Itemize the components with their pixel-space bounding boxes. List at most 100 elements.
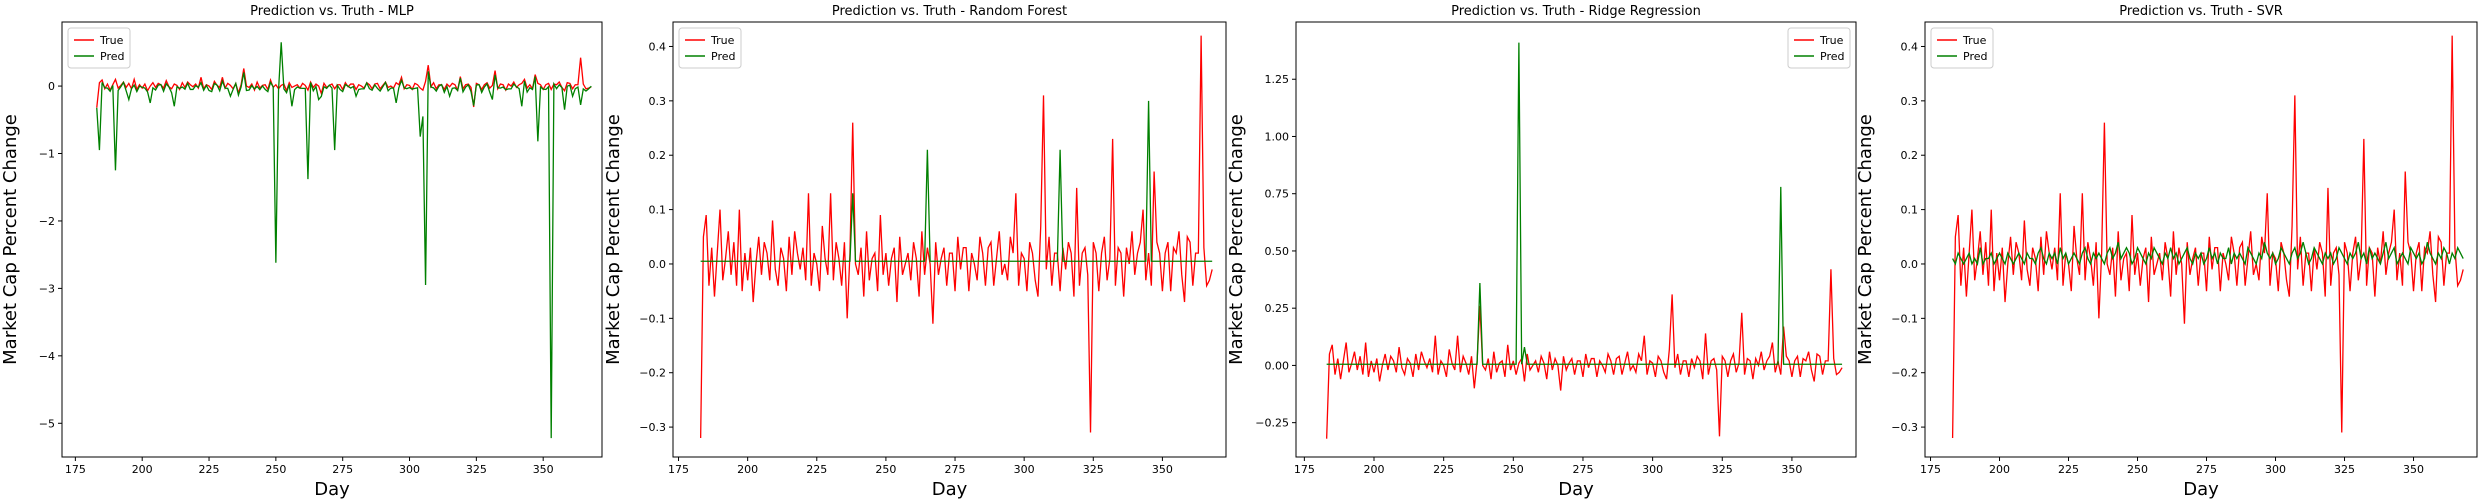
x-tick-label: 200 — [132, 463, 153, 476]
plot-frame — [1924, 21, 2478, 458]
y-tick-label: 0.3 — [649, 95, 667, 108]
chart-panel-1: Prediction vs. Truth - Random Forest Day M… — [603, 4, 1227, 500]
series-true-line — [96, 57, 592, 108]
x-tick-label: 300 — [1642, 463, 1663, 476]
series-true-line — [700, 35, 1213, 438]
y-tick-label: 1.00 — [1265, 130, 1290, 143]
series-pred-line — [1326, 42, 1843, 365]
x-axis-label: Day — [314, 479, 350, 500]
legend-box — [1930, 27, 1994, 69]
x-tick-label: 325 — [2334, 463, 2355, 476]
chart-panel-0: Prediction vs. Truth - MLP Day Market Cap … — [0, 4, 603, 500]
y-tick-label: 0.0 — [1901, 258, 1919, 271]
x-tick-label: 175 — [668, 463, 689, 476]
y-tick-label: −5 — [39, 417, 55, 430]
y-tick-label: 0.4 — [649, 40, 667, 53]
x-axis-label: Day — [2183, 479, 2219, 500]
y-tick-label: −2 — [39, 215, 55, 228]
legend-label-pred: Pred — [1963, 50, 1987, 63]
chart-title: Prediction vs. Truth - Random Forest — [832, 4, 1067, 19]
x-tick-label: 275 — [945, 463, 966, 476]
y-tick-label: −3 — [39, 282, 55, 295]
x-tick-label: 200 — [1364, 463, 1385, 476]
x-tick-label: 350 — [2403, 463, 2424, 476]
y-tick-label: −0.2 — [639, 367, 666, 380]
y-tick-label: −0.2 — [1891, 367, 1918, 380]
x-tick-label: 350 — [1781, 463, 1802, 476]
y-tick-label: 0 — [48, 80, 55, 93]
y-tick-label: −0.1 — [639, 312, 666, 325]
x-tick-label: 175 — [1920, 463, 1941, 476]
legend-box — [678, 27, 742, 69]
series-pred-line — [700, 100, 1213, 262]
legend: True Pred — [1930, 27, 1994, 69]
y-axis-label: Market Cap Percent Change — [1855, 114, 1876, 365]
y-tick-label: 0.1 — [1901, 204, 1919, 217]
y-tick-label: −1 — [39, 148, 55, 161]
chart-panel-2: Prediction vs. Truth - Ridge Regression D… — [1226, 4, 1857, 500]
legend-label-pred: Pred — [1820, 50, 1844, 63]
y-tick-label: 0.0 — [649, 258, 667, 271]
legend-label-pred: Pred — [711, 50, 735, 63]
x-tick-label: 300 — [399, 463, 420, 476]
legend: True Pred — [1787, 27, 1851, 69]
x-tick-label: 175 — [1294, 463, 1315, 476]
y-tick-label: −4 — [39, 350, 55, 363]
x-tick-label: 325 — [1083, 463, 1104, 476]
y-axis-label: Market Cap Percent Change — [0, 114, 21, 365]
x-tick-label: 250 — [265, 463, 286, 476]
y-tick-label: 0.1 — [649, 204, 667, 217]
y-tick-label: −0.1 — [1891, 312, 1918, 325]
x-tick-label: 275 — [332, 463, 353, 476]
y-tick-label: −0.3 — [1891, 421, 1918, 434]
x-tick-label: 225 — [2058, 463, 2079, 476]
x-tick-label: 200 — [737, 463, 758, 476]
series-pred-line — [96, 42, 592, 439]
x-tick-label: 250 — [1503, 463, 1524, 476]
x-tick-label: 300 — [1014, 463, 1035, 476]
chart-panel-3: Prediction vs. Truth - SVR Day Market Cap … — [1855, 4, 2478, 500]
plot-frame — [672, 21, 1227, 458]
y-tick-label: 0.2 — [1901, 149, 1919, 162]
legend-box — [1787, 27, 1851, 69]
x-tick-label: 325 — [466, 463, 487, 476]
y-tick-label: 0.2 — [649, 149, 667, 162]
plot-frame — [1295, 21, 1857, 458]
legend-label-true: True — [99, 34, 124, 47]
y-tick-label: 0.4 — [1901, 40, 1919, 53]
legend-label-pred: Pred — [100, 50, 124, 63]
x-tick-label: 225 — [199, 463, 220, 476]
x-tick-label: 300 — [2265, 463, 2286, 476]
series-true-line — [1951, 35, 2464, 438]
y-tick-label: 0.3 — [1901, 95, 1919, 108]
x-tick-label: 175 — [65, 463, 86, 476]
x-axis-label: Day — [932, 479, 968, 500]
x-tick-label: 275 — [1572, 463, 1593, 476]
x-tick-label: 225 — [806, 463, 827, 476]
legend-label-true: True — [1819, 34, 1844, 47]
x-tick-label: 325 — [1712, 463, 1733, 476]
x-tick-label: 225 — [1433, 463, 1454, 476]
chart-title: Prediction vs. Truth - MLP — [250, 4, 414, 19]
y-tick-label: −0.25 — [1255, 417, 1289, 430]
x-tick-label: 275 — [2196, 463, 2217, 476]
legend: True Pred — [67, 27, 131, 69]
series-true-line — [1325, 269, 1843, 439]
y-tick-label: 0.50 — [1265, 245, 1290, 258]
legend-box — [67, 27, 131, 69]
series-pred-line — [1952, 242, 2464, 267]
plot-frame — [61, 21, 603, 458]
legend-label-true: True — [710, 34, 735, 47]
y-axis-label: Market Cap Percent Change — [1226, 114, 1247, 365]
y-tick-label: 0.75 — [1265, 188, 1290, 201]
x-tick-label: 250 — [2127, 463, 2148, 476]
chart-title: Prediction vs. Truth - SVR — [2119, 4, 2283, 19]
y-tick-label: 0.00 — [1265, 359, 1290, 372]
x-tick-label: 350 — [1152, 463, 1173, 476]
legend: True Pred — [678, 27, 742, 69]
x-tick-label: 350 — [533, 463, 554, 476]
chart-title: Prediction vs. Truth - Ridge Regression — [1451, 4, 1701, 19]
y-axis-label: Market Cap Percent Change — [603, 114, 624, 365]
y-tick-label: 0.25 — [1265, 302, 1290, 315]
